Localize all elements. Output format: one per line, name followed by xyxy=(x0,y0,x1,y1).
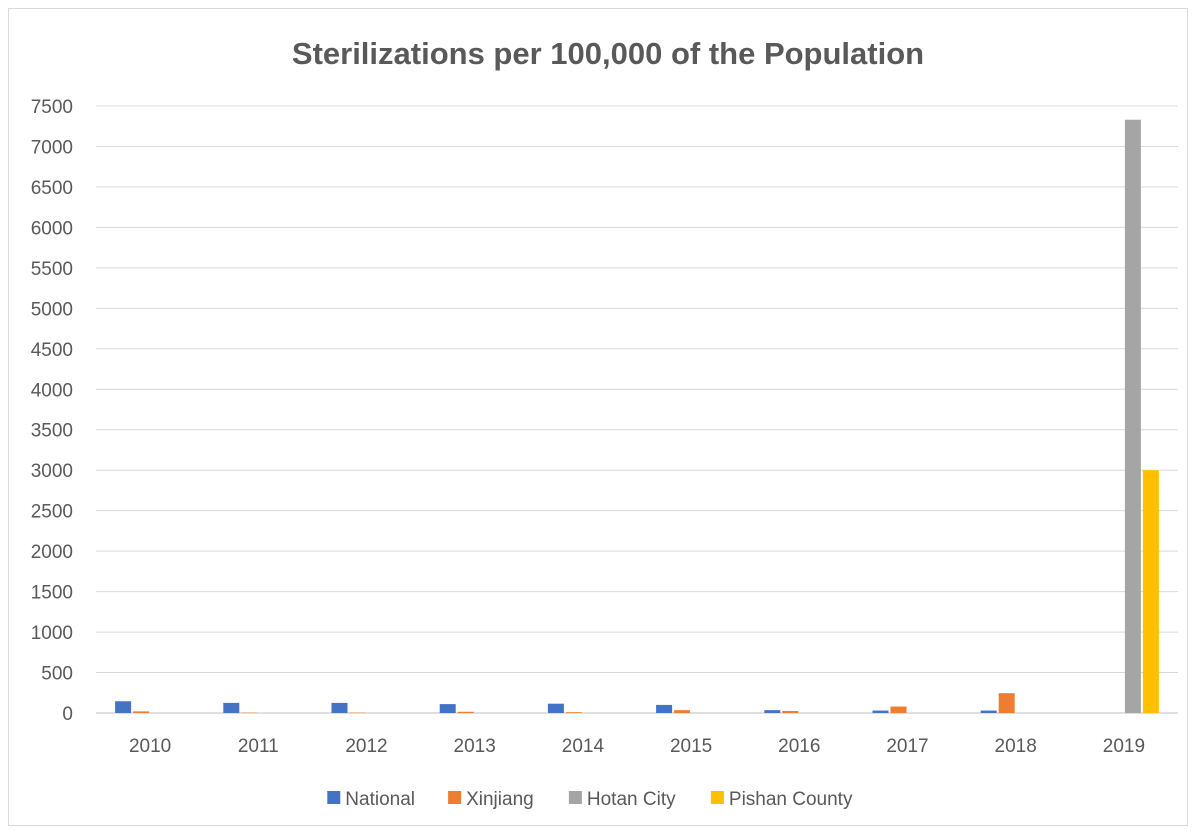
x-tick-label: 2019 xyxy=(1103,736,1145,757)
x-tick-label: 2016 xyxy=(778,736,820,757)
bar-national-2016 xyxy=(764,710,781,713)
bar-xinjiang-2018 xyxy=(998,693,1015,713)
bar-xinjiang-2014 xyxy=(565,712,582,713)
bar-xinjiang-2010 xyxy=(133,711,150,713)
y-tick-label: 5000 xyxy=(31,299,73,320)
y-tick-label: 1000 xyxy=(31,623,73,644)
x-tick-label: 2017 xyxy=(886,736,928,757)
legend-swatch xyxy=(710,791,724,804)
gridlines xyxy=(96,105,1178,714)
bar-national-2015 xyxy=(656,704,673,713)
bar-xinjiang-2013 xyxy=(457,711,474,713)
legend-label: Hotan City xyxy=(587,789,676,810)
bar-national-2017 xyxy=(872,710,889,713)
y-axis-ticks: 0 500 1000 1500 2000 2500 3000 3500 4000 4500 5000… xyxy=(31,97,73,725)
y-tick-label: 5500 xyxy=(31,259,73,280)
y-tick-label: 7000 xyxy=(31,137,73,158)
legend: National Xinjiang Hotan City Pishan County xyxy=(327,789,853,810)
bar-xinjiang-2015 xyxy=(674,710,691,713)
y-tick-label: 6000 xyxy=(31,218,73,239)
x-tick-label: 2014 xyxy=(562,736,605,757)
y-tick-label: 3500 xyxy=(31,421,73,442)
y-tick-label: 3000 xyxy=(31,461,73,482)
bar-hotan-city-2019 xyxy=(1124,119,1141,713)
x-tick-label: 2011 xyxy=(238,736,279,757)
bar-national-2012 xyxy=(331,702,348,713)
bar-national-2010 xyxy=(115,701,132,713)
legend-label: Xinjiang xyxy=(466,789,534,810)
x-tick-label: 2015 xyxy=(670,736,712,757)
legend-swatch xyxy=(327,791,341,804)
legend-label: Pishan County xyxy=(729,789,853,810)
legend-swatch xyxy=(448,791,462,804)
bar-xinjiang-2017 xyxy=(890,706,907,713)
y-tick-label: 2500 xyxy=(31,502,73,523)
y-tick-label: 1500 xyxy=(31,583,73,604)
bar-xinjiang-2016 xyxy=(782,710,799,713)
y-tick-label: 500 xyxy=(41,664,73,685)
legend-swatch xyxy=(568,791,582,804)
bar-national-2013 xyxy=(439,704,456,713)
bars xyxy=(115,119,1159,713)
x-tick-label: 2018 xyxy=(995,736,1037,757)
bar-national-2018 xyxy=(980,710,997,713)
chart-title: Sterilizations per 100,000 of the Popula… xyxy=(292,36,924,71)
y-tick-label: 0 xyxy=(62,704,73,725)
y-tick-label: 4500 xyxy=(31,340,73,361)
y-tick-label: 4000 xyxy=(31,380,73,401)
x-tick-label: 2012 xyxy=(345,736,387,757)
legend-label: National xyxy=(345,789,415,810)
bar-national-2011 xyxy=(223,702,240,713)
y-tick-label: 2000 xyxy=(31,542,73,563)
y-tick-label: 7500 xyxy=(31,97,73,118)
bar-national-2014 xyxy=(547,703,564,713)
chart-frame xyxy=(8,8,1188,826)
bar-pishan-county-2019 xyxy=(1142,470,1159,713)
y-tick-label: 6500 xyxy=(31,178,73,199)
x-tick-label: 2013 xyxy=(454,736,496,757)
x-axis-ticks: 2010 2011 2012 2013 2014 2015 2016 2017 2018 2019 xyxy=(129,736,1145,757)
x-tick-label: 2010 xyxy=(129,736,171,757)
